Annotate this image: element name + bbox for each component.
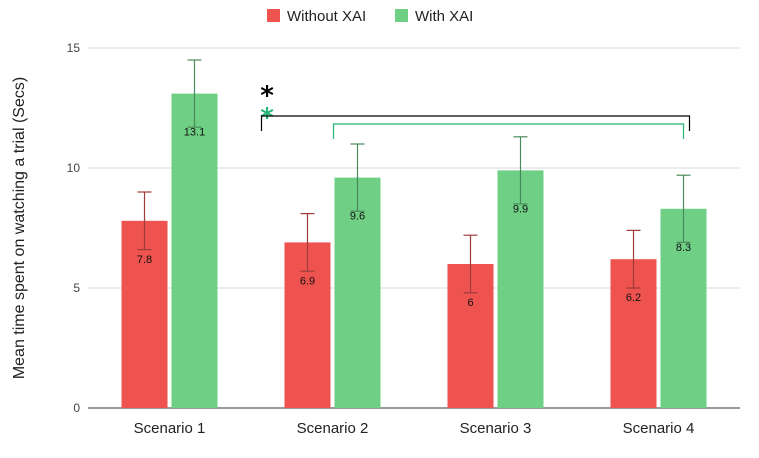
y-tick-label: 5: [73, 281, 80, 295]
bar: [121, 220, 168, 408]
data-label: 13.1: [184, 127, 205, 139]
data-label: 8.3: [676, 242, 691, 254]
data-label: 9.9: [513, 203, 528, 215]
y-tick-label: 0: [73, 401, 80, 415]
significance-annotations: **: [260, 81, 691, 139]
legend: Without XAI With XAI: [267, 8, 473, 25]
significance-star: *: [260, 81, 274, 111]
x-tick-label: Scenario 1: [134, 420, 206, 437]
significance-bracket: [260, 115, 691, 131]
bar: [497, 170, 544, 408]
legend-swatch-without-xai: [267, 9, 280, 22]
bar: [334, 177, 381, 408]
bar: [171, 93, 218, 408]
x-tick-label: Scenario 3: [460, 420, 532, 437]
data-label: 7.8: [137, 254, 152, 266]
y-axis-ticks: 0 5 10 15: [67, 41, 81, 415]
legend-label-with-xai: With XAI: [415, 8, 473, 25]
legend-swatch-with-xai: [395, 9, 408, 22]
significance-bracket: [332, 123, 685, 139]
data-label: 9.6: [350, 211, 365, 223]
legend-label-without-xai: Without XAI: [287, 8, 366, 25]
error-bars: [137, 59, 691, 294]
y-axis-title: Mean time spent on watching a trial (Sec…: [11, 77, 28, 379]
data-label: 6.2: [626, 292, 641, 304]
x-tick-label: Scenario 2: [297, 420, 369, 437]
data-label: 6.9: [300, 275, 315, 287]
x-tick-label: Scenario 4: [623, 420, 695, 437]
data-labels: 7.8 13.1 6.9 9.6 6 9.9 6.2 8.3: [137, 127, 691, 309]
x-axis-labels: Scenario 1 Scenario 2 Scenario 3 Scenario 4: [134, 420, 695, 437]
y-tick-label: 10: [67, 161, 81, 175]
y-tick-label: 15: [67, 41, 81, 55]
bars: [121, 93, 707, 408]
significance-star: *: [260, 103, 274, 133]
data-label: 6: [467, 297, 473, 309]
